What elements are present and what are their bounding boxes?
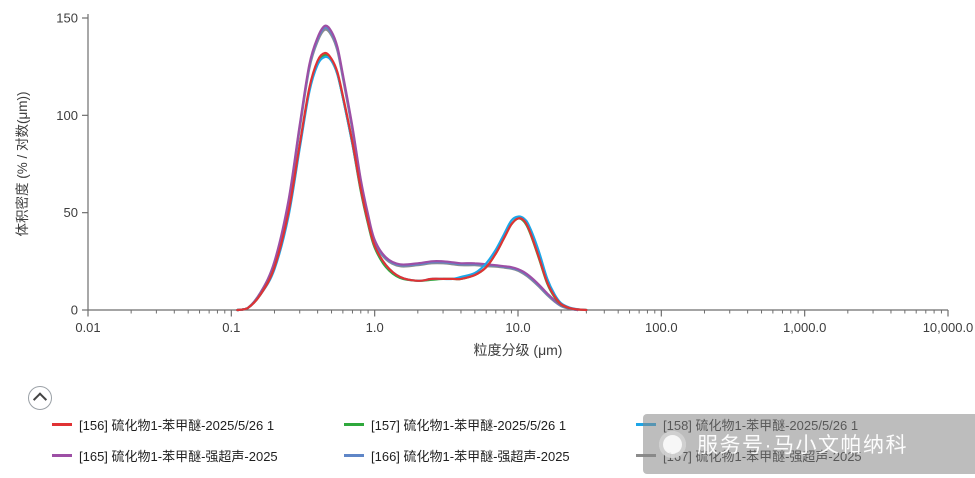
svg-text:1.0: 1.0 [366, 320, 384, 335]
svg-text:150: 150 [56, 11, 78, 26]
legend-item[interactable]: [166] 硫化物1-苯甲醚-强超声-2025 [344, 446, 636, 465]
chevron-up-icon [32, 392, 48, 407]
legend-swatch [344, 423, 364, 426]
chart-svg: 0 50 100 150 0.01 0.1 1.0 10.0 100.0 1,000.0 10,00… [14, 11, 974, 359]
svg-text:100: 100 [56, 108, 78, 123]
svg-text:0.01: 0.01 [75, 320, 100, 335]
official-account-logo-icon [659, 430, 686, 458]
svg-text:粒度分级 (μm): 粒度分级 (μm) [474, 342, 563, 358]
legend-swatch [52, 454, 72, 457]
svg-text:0.1: 0.1 [222, 320, 240, 335]
watermark: 服务号·马小文帕纳科 [643, 414, 975, 474]
legend-item[interactable]: [165] 硫化物1-苯甲醚-强超声-2025 [52, 446, 344, 465]
watermark-text: 服务号·马小文帕纳科 [697, 434, 908, 457]
legend-swatch [344, 454, 364, 457]
svg-text:10.0: 10.0 [505, 320, 530, 335]
svg-text:50: 50 [64, 205, 78, 220]
legend-swatch [52, 423, 72, 426]
svg-text:100.0: 100.0 [645, 320, 678, 335]
legend-item[interactable]: [156] 硫化物1-苯甲醚-2025/5/26 1 [52, 415, 344, 434]
legend-item[interactable]: [157] 硫化物1-苯甲醚-2025/5/26 1 [344, 415, 636, 434]
legend-label: [156] 硫化物1-苯甲醚-2025/5/26 1 [79, 418, 275, 433]
legend-label: [166] 硫化物1-苯甲醚-强超声-2025 [371, 449, 570, 464]
svg-text:0: 0 [71, 303, 78, 318]
svg-text:1,000.0: 1,000.0 [783, 320, 826, 335]
legend-collapse-button[interactable] [28, 386, 52, 410]
svg-text:10,000.0: 10,000.0 [923, 320, 974, 335]
legend-label: [165] 硫化物1-苯甲醚-强超声-2025 [79, 449, 278, 464]
svg-text:体积密度 (% / 对数(μm)): 体积密度 (% / 对数(μm)) [14, 91, 30, 236]
legend-label: [157] 硫化物1-苯甲醚-2025/5/26 1 [371, 418, 567, 433]
